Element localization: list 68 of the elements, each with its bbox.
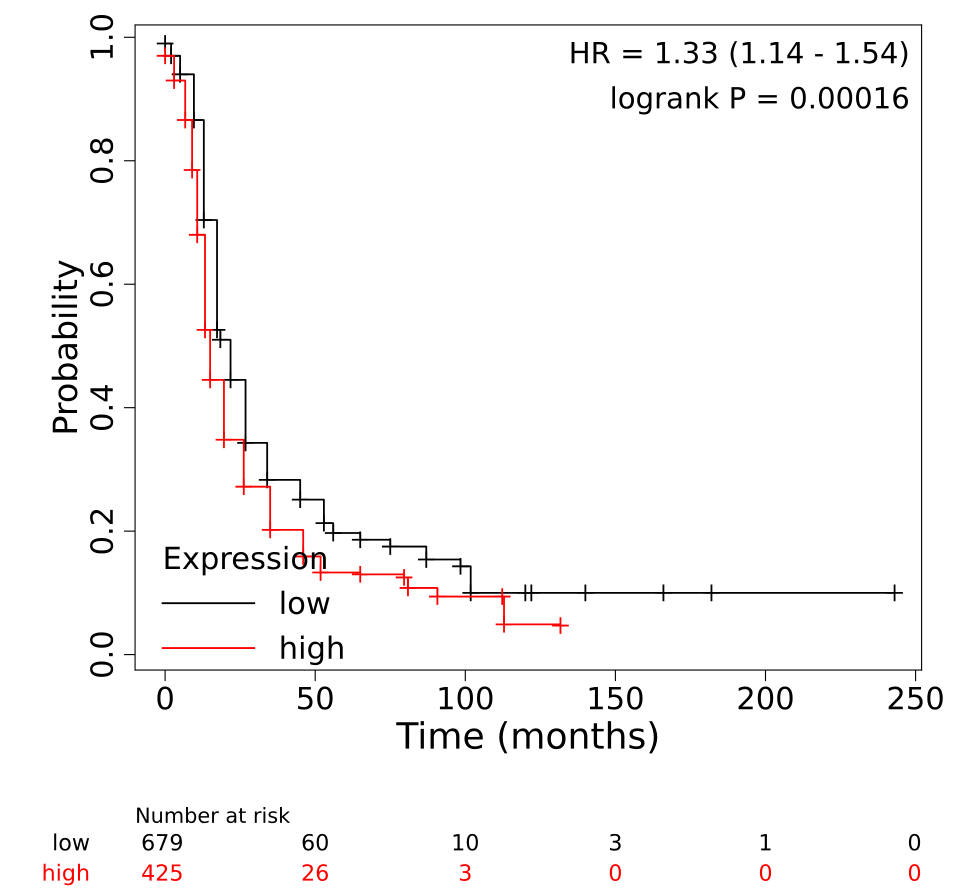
point — [194, 210, 214, 230]
point — [188, 226, 206, 244]
point — [170, 65, 190, 84]
text: 0 — [908, 864, 920, 881]
point — [156, 46, 174, 66]
point — [324, 524, 342, 542]
point — [398, 578, 418, 598]
y-tick-label: 0.4 — [90, 385, 114, 430]
point — [428, 587, 447, 606]
annotation: HR = 1.33 (1.14 - 1.54) — [572, 41, 908, 68]
x-tick-label: 50 — [298, 686, 333, 710]
point — [350, 565, 370, 584]
text: 1 — [760, 834, 771, 850]
text: 0 — [760, 864, 772, 881]
y-tick-label: 0.8 — [90, 138, 114, 184]
point — [234, 477, 253, 496]
point — [551, 616, 570, 635]
y-axis-title: Probability — [52, 260, 84, 432]
point — [236, 434, 255, 452]
text: 10 — [454, 834, 478, 851]
point — [200, 370, 220, 390]
point — [260, 520, 280, 540]
text: 0 — [610, 864, 621, 881]
point — [885, 584, 904, 602]
text: high — [44, 864, 88, 886]
point — [702, 584, 721, 602]
point — [381, 537, 400, 556]
point — [451, 557, 470, 576]
legend-label: high — [281, 636, 343, 666]
point — [394, 568, 414, 587]
point — [417, 550, 436, 569]
x-tick-label: 100 — [439, 686, 492, 710]
x-tick-label: 250 — [888, 686, 943, 710]
text: low — [54, 833, 90, 851]
y-tick-label: 0.0 — [90, 632, 114, 677]
text: 3 — [460, 864, 471, 881]
point — [196, 320, 214, 340]
point — [258, 470, 276, 490]
point — [182, 160, 202, 180]
point — [314, 514, 334, 532]
point — [164, 71, 184, 90]
text: 0 — [908, 834, 920, 851]
point — [494, 615, 514, 634]
point — [176, 110, 194, 130]
y-tick-label: 0.2 — [90, 510, 114, 554]
x-tick-label: 150 — [590, 686, 643, 710]
point — [522, 584, 541, 602]
x-tick-label: 200 — [738, 686, 793, 710]
y-tick-label: 0.6 — [90, 262, 114, 306]
x-tick-label: 0 — [157, 686, 173, 710]
text: 679 — [142, 834, 182, 851]
point — [461, 584, 480, 602]
text: 60 — [302, 834, 328, 851]
x-axis-title: Time (months) — [396, 721, 658, 754]
text: Number at risk — [137, 807, 290, 824]
point — [211, 330, 230, 350]
text: 3 — [610, 834, 621, 851]
point — [350, 530, 370, 550]
y-tick-label: 1.0 — [90, 15, 114, 58]
point — [576, 584, 595, 602]
legend-label: low — [282, 590, 330, 614]
point — [654, 584, 673, 602]
text: 26 — [302, 864, 328, 881]
point — [492, 587, 512, 606]
point — [214, 430, 234, 450]
text: 425 — [142, 864, 182, 881]
annotation: logrank P = 0.00016 — [612, 86, 908, 114]
point — [290, 490, 310, 509]
